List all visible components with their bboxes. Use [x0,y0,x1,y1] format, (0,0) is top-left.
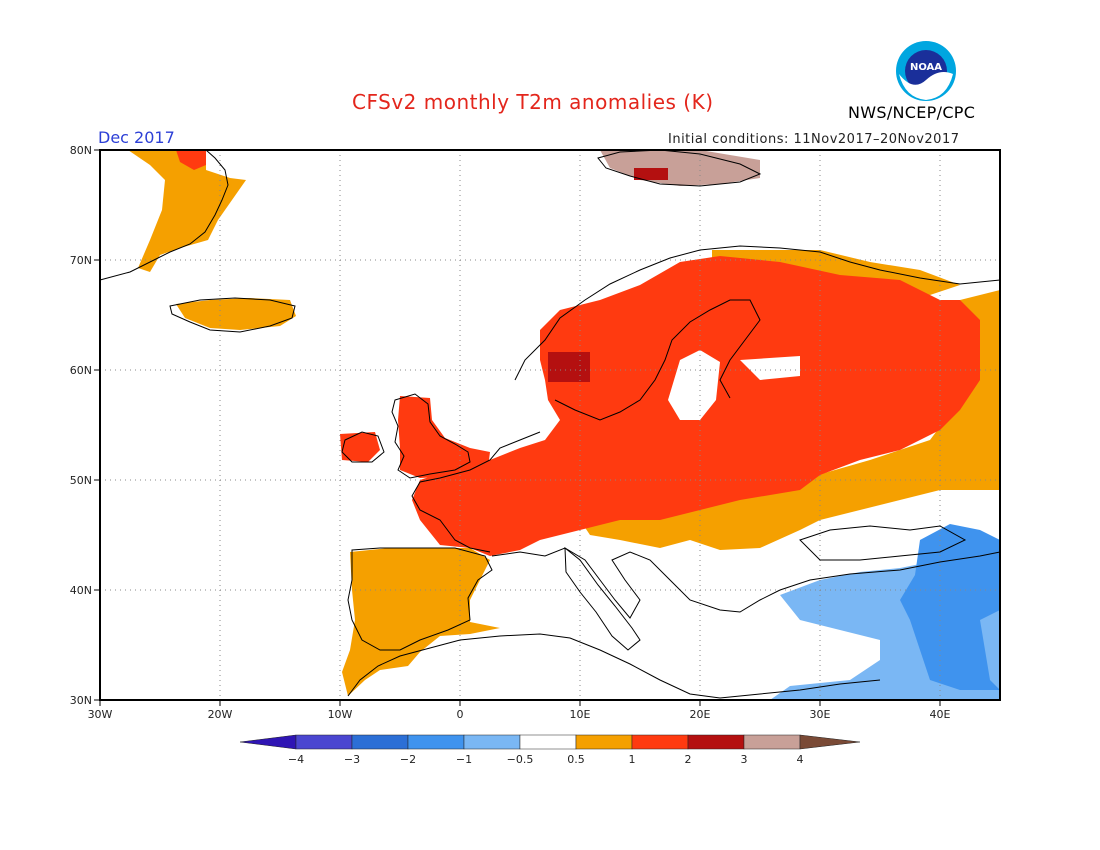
colorbar-label-minus1: −1 [456,753,472,766]
lon-axis: 30W 20W 10W 0 10E 20E 30E 40E [88,700,951,721]
colorbar-label-1: 1 [629,753,636,766]
colorbar-label-minus4: −4 [288,753,304,766]
lat-tick-70n: 70N [70,254,92,267]
initial-conditions: Initial conditions: 11Nov2017–20Nov2017 [668,132,960,147]
lat-tick-60n: 60N [70,364,92,377]
lon-tick-20w: 20W [208,708,233,721]
agency-label: NWS/NCEP/CPC [848,103,976,122]
anomaly-region-darkred-norway [548,352,590,382]
colorbar-swatch-05-1 [575,734,633,750]
anomaly-gap-baltic [668,350,720,420]
lat-axis: 80N 70N 60N 50N 40N 30N [70,144,100,707]
colorbar-swatch-2-3 [687,734,745,750]
lat-tick-80n: 80N [70,144,92,157]
colorbar-swatch-minus4-minus3 [295,734,353,750]
anomaly-region-orange-east [580,290,1000,550]
map-grid [100,150,1000,700]
anomaly-region-red-ireland [340,432,380,462]
lon-tick-30w: 30W [88,708,113,721]
map-frame [99,149,1001,701]
lon-tick-20e: 20E [690,708,711,721]
logo-text: NOAA [910,62,942,73]
coastlines [99,149,1001,699]
anomaly-region-orange-iceland [176,298,296,330]
noaa-logo: NOAA [895,40,957,102]
colorbar-label-minus05: −0.5 [507,753,534,766]
colorbar-label-05: 0.5 [567,753,585,766]
colorbar-swatch-below-minus4 [239,734,297,750]
colorbar-swatch-minus3-minus2 [351,734,409,750]
colorbar-swatch-above-4 [799,734,861,750]
anomaly-region-orange-greenland [128,150,246,272]
lat-tick-40n: 40N [70,584,92,597]
forecast-month: Dec 2017 [98,128,175,147]
chart-title: CFSv2 monthly T2m anomalies (K) [352,90,714,114]
anomaly-region-red-britain [398,396,490,478]
lon-tick-10w: 10W [328,708,353,721]
anomaly-region-brown-svalbard [600,150,760,186]
anomaly-region-darkred-svalbard [634,168,668,180]
lon-tick-40e: 40E [930,708,951,721]
lat-tick-30n: 30N [70,694,92,707]
colorbar-label-2: 2 [685,753,692,766]
colorbar-swatch-1-2 [631,734,689,750]
lon-tick-0: 0 [457,708,464,721]
colorbar-swatch-3-4 [743,734,801,750]
colorbar-label-minus3: −3 [344,753,360,766]
lat-tick-50n: 50N [70,474,92,487]
lon-tick-10e: 10E [570,708,591,721]
colorbar-label-3: 3 [741,753,748,766]
colorbar-label-4: 4 [797,753,804,766]
anomaly-field [128,150,1000,700]
colorbar-swatch-minus05-05 [519,734,577,750]
colorbar: −4 −3 −2 −1 −0.5 0.5 1 2 3 4 [239,734,861,766]
colorbar-swatch-minus2-minus1 [407,734,465,750]
anomaly-gap-finland-gulf [740,356,800,380]
lon-tick-30e: 30E [810,708,831,721]
colorbar-label-minus2: −2 [400,753,416,766]
anomaly-region-orange-iberia [342,548,500,696]
anomaly-region-red-greenland [176,150,206,170]
colorbar-swatch-minus1-minus05 [463,734,521,750]
